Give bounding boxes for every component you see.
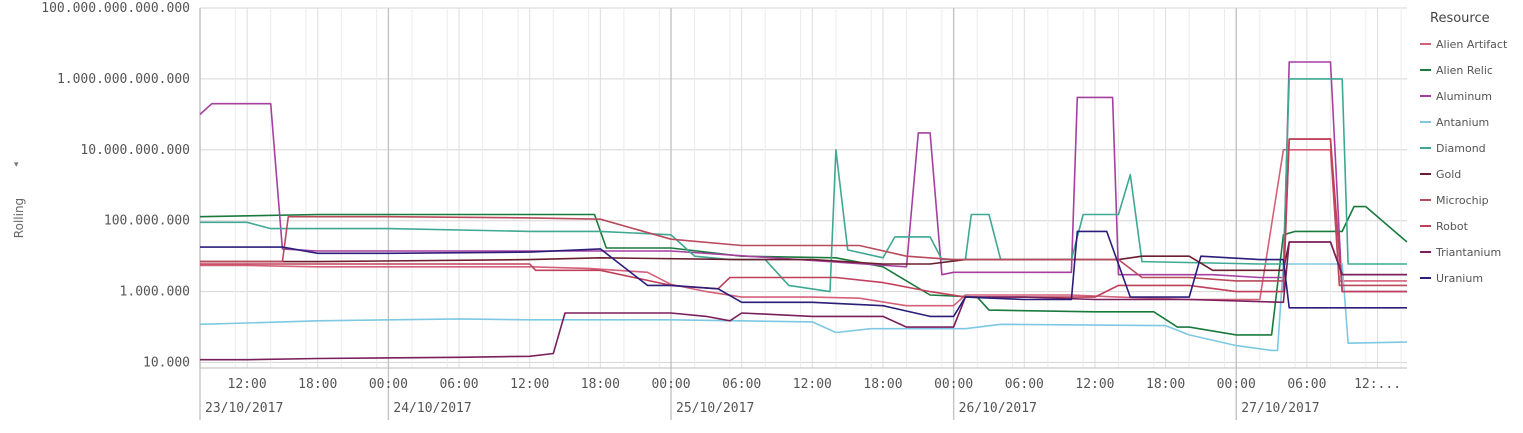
legend-item-label: Gold <box>1436 168 1461 181</box>
x-tick-label: 18:00 <box>1146 377 1185 392</box>
x-tick-label: 06:00 <box>1005 377 1044 392</box>
x-tick-label: 18:00 <box>863 377 902 392</box>
y-tick-label: 100.000.000.000.000 <box>41 1 190 16</box>
x-tick-label: 06:00 <box>722 377 761 392</box>
y-tick-label: 1.000.000.000.000 <box>57 72 190 87</box>
x-tick-label: 12:... <box>1354 377 1401 392</box>
legend-item-label: Microchip <box>1436 194 1489 207</box>
y-axis-title[interactable]: Rolling <box>12 198 26 238</box>
legend-item-label: Robot <box>1436 220 1469 233</box>
x-tick-label: 06:00 <box>439 377 478 392</box>
series-line-triantanium <box>200 241 1407 361</box>
x-tick-label: 12:00 <box>510 377 549 392</box>
x-day-label: 25/10/2017 <box>676 401 754 416</box>
legend-item-label: Alien Relic <box>1436 64 1493 77</box>
series-line-antanium <box>199 263 1408 352</box>
x-day-label: 26/10/2017 <box>959 401 1037 416</box>
legend-item-label: Diamond <box>1436 142 1486 155</box>
series-line-robot <box>200 138 1407 298</box>
y-tick-label: 100.000.000 <box>104 214 190 229</box>
series-line-diamond <box>200 78 1407 293</box>
x-day-label: 24/10/2017 <box>393 401 471 416</box>
legend-item-label: Alien Artifact <box>1436 38 1508 51</box>
y-axis-dropdown-icon[interactable]: ▾ <box>14 160 19 170</box>
series-line-alien-artifact <box>200 149 1407 307</box>
y-axis-title-group[interactable]: Rolling ▾ <box>12 160 26 238</box>
x-tick-label: 18:00 <box>298 377 337 392</box>
y-tick-label: 1.000.000 <box>120 285 190 300</box>
legend-item-label: Antanium <box>1436 116 1489 129</box>
legend-item-label: Uranium <box>1436 272 1483 285</box>
x-tick-label: 00:00 <box>651 377 690 392</box>
x-tick-label: 00:00 <box>934 377 973 392</box>
x-tick-label: 18:00 <box>581 377 620 392</box>
series-line-aluminum <box>199 61 1407 293</box>
legend-item-label: Aluminum <box>1436 90 1492 103</box>
y-tick-label: 10.000 <box>143 356 190 371</box>
series-line-alien-relic <box>199 205 1408 336</box>
x-tick-label: 06:00 <box>1287 377 1326 392</box>
x-tick-label: 12:00 <box>1075 377 1114 392</box>
x-day-label: 27/10/2017 <box>1241 401 1319 416</box>
legend-item-label: Triantanium <box>1435 246 1501 259</box>
x-day-label: 23/10/2017 <box>205 401 283 416</box>
legend-title: Resource <box>1430 11 1490 26</box>
x-tick-label: 00:00 <box>369 377 408 392</box>
series-line-uranium <box>200 230 1407 318</box>
legend: Alien Artifact Alien Relic Aluminum Antaniu… <box>1420 38 1508 285</box>
x-tick-label: 00:00 <box>1217 377 1256 392</box>
series-layer <box>199 61 1408 361</box>
x-axis-ticks: 12:00 18:00 00:00 06:00 12:00 18:00 00:00 06:00… <box>205 377 1401 416</box>
y-axis-ticks: 10.000 1.000.000 100.000.000 10.000.000.000… <box>41 1 190 371</box>
y-tick-label: 10.000.000.000 <box>80 143 190 158</box>
x-tick-label: 12:00 <box>228 377 267 392</box>
x-tick-label: 12:00 <box>793 377 832 392</box>
